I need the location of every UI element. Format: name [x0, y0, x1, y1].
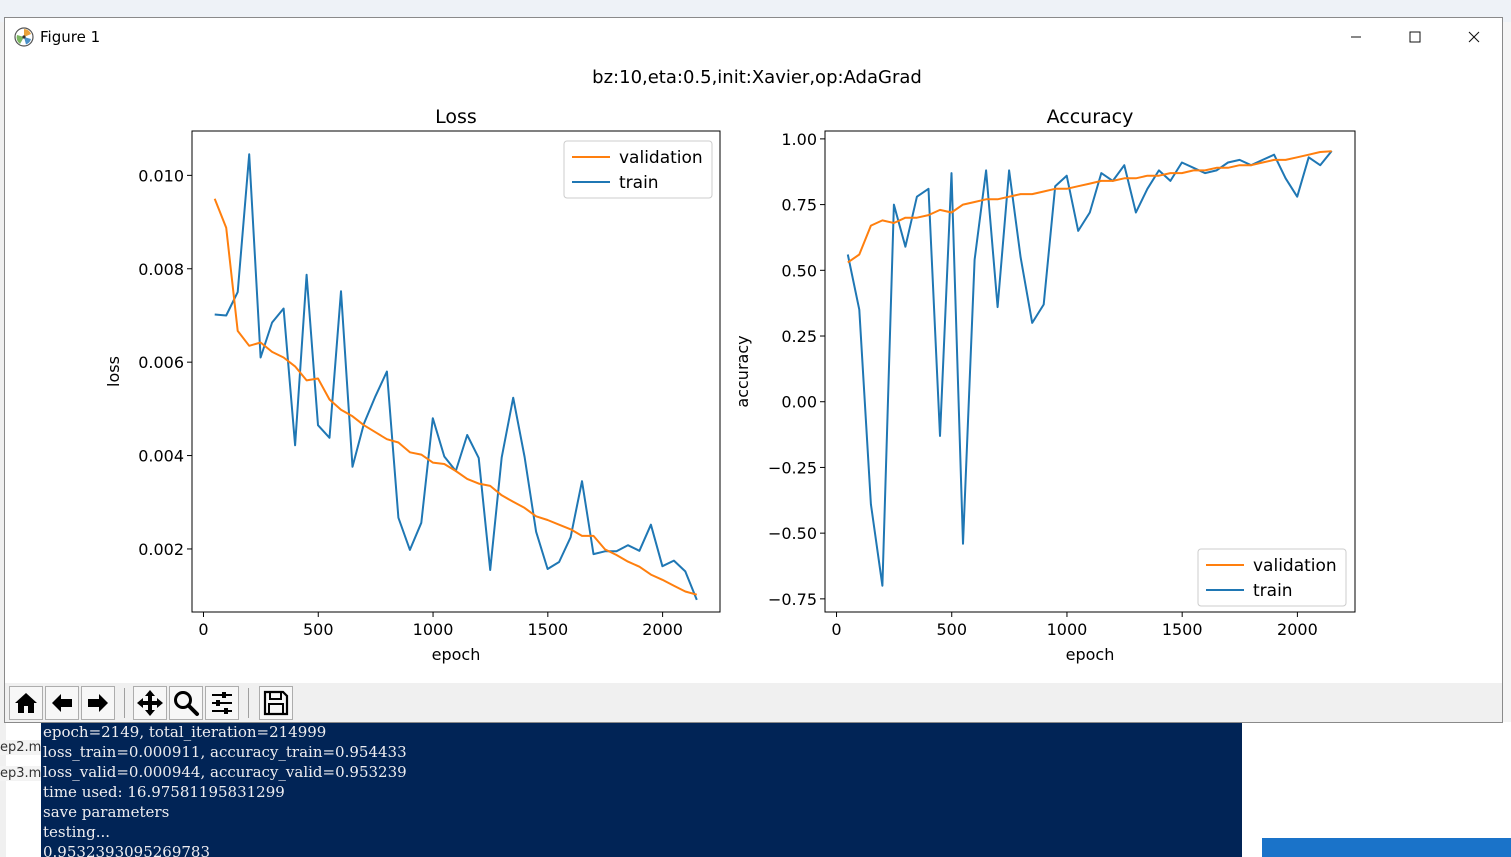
y-tick-label: 0.006: [138, 353, 184, 372]
x-tick-label: 500: [303, 620, 334, 639]
plot-frame: [191, 130, 721, 613]
legend: validation train: [1197, 548, 1347, 607]
y-axis-label: accuracy: [733, 335, 752, 407]
terminal-line: testing...: [43, 823, 110, 841]
zoom-icon: [174, 691, 199, 716]
pan-button[interactable]: [133, 686, 167, 720]
background-window-strip: [0, 0, 1511, 22]
series-line-validation: [847, 150, 1332, 264]
legend-box: [1197, 548, 1347, 607]
x-tick-label: 2000: [1277, 620, 1318, 639]
legend-label-train: train: [1253, 581, 1293, 601]
legend-label-validation: validation: [619, 148, 703, 168]
plot-frame: [824, 130, 1356, 613]
terminal-output: epoch=2149, total_iteration=214999 loss_…: [41, 722, 407, 857]
minimize-button[interactable]: [1327, 18, 1385, 56]
status-bar: [1262, 838, 1511, 857]
figure-svg: bz:10,eta:0.5,init:Xavier,op:AdaGrad Los…: [104, 67, 1356, 664]
subplot-loss: Loss 0 500 1000 1500 2000 0.002 0.004 0.006 0.008…: [104, 106, 721, 664]
series-line-validation: [213, 198, 698, 596]
x-tick-label: 1000: [413, 620, 454, 639]
y-tick-label: −0.75: [768, 590, 817, 609]
legend: validation train: [563, 140, 713, 199]
maximize-icon: [1409, 31, 1421, 43]
plot-title: Accuracy: [1047, 106, 1134, 128]
subplot-accuracy: Accuracy 0 500 1000 1500 2000 −0.75 −0.50 −0.25 0…: [733, 106, 1356, 664]
y-tick-label: 0.010: [138, 166, 184, 185]
figure-canvas[interactable]: bz:10,eta:0.5,init:Xavier,op:AdaGrad Los…: [5, 56, 1502, 683]
editor-file-tab[interactable]: ep3.m: [0, 766, 41, 781]
x-tick-label: 1500: [527, 620, 568, 639]
y-tick-label: 0.75: [781, 196, 817, 215]
background-editor-edge: [0, 22, 6, 857]
x-tick-label: 0: [831, 620, 841, 639]
terminal-panel[interactable]: epoch=2149, total_iteration=214999 loss_…: [41, 722, 1242, 857]
zoom-button[interactable]: [169, 686, 203, 720]
toolbar-separator: [248, 688, 249, 718]
save-button[interactable]: [259, 686, 293, 720]
terminal-line: loss_valid=0.000944, accuracy_valid=0.95…: [43, 763, 407, 781]
background-right-edge: [1503, 22, 1511, 857]
y-axis-label: loss: [104, 356, 123, 387]
back-button[interactable]: [45, 686, 79, 720]
home-icon: [15, 693, 37, 713]
figure-window: Figure 1 bz:10,eta:0.5,init:Xavier,op:Ad…: [4, 17, 1503, 723]
pan-icon: [137, 690, 163, 716]
x-axis-label: epoch: [1066, 645, 1115, 664]
editor-file-tab[interactable]: ep2.m: [0, 740, 41, 755]
x-axis-label: epoch: [432, 645, 481, 664]
x-tick-label: 1000: [1047, 620, 1088, 639]
terminal-line: 0.9532393095269783: [43, 843, 211, 857]
y-tick-label: 1.00: [781, 130, 817, 149]
y-tick-label: 0.008: [138, 260, 184, 279]
configure-subplots-button[interactable]: [205, 686, 239, 720]
y-tick-label: 0.00: [781, 393, 817, 412]
title-bar[interactable]: Figure 1: [5, 18, 1502, 56]
y-tick-label: −0.25: [768, 458, 817, 477]
back-arrow-icon: [52, 694, 72, 712]
x-tick-label: 2000: [642, 620, 683, 639]
forward-arrow-icon: [88, 694, 108, 712]
terminal-line: loss_train=0.000911, accuracy_train=0.95…: [43, 743, 407, 761]
forward-button[interactable]: [81, 686, 115, 720]
navigation-toolbar: [5, 683, 1502, 722]
matplotlib-app-icon: [14, 27, 34, 47]
toolbar-separator: [124, 688, 125, 718]
configure-subplots-icon: [212, 692, 232, 714]
minimize-icon: [1351, 36, 1361, 38]
home-button[interactable]: [9, 686, 43, 720]
y-tick-label: 0.50: [781, 261, 817, 280]
y-tick-label: 0.25: [781, 327, 817, 346]
background-right-panel: [1242, 722, 1511, 857]
y-tick-label: 0.002: [138, 540, 184, 559]
maximize-button[interactable]: [1386, 18, 1444, 56]
y-tick-label: 0.004: [138, 447, 184, 466]
legend-box: [563, 140, 713, 199]
legend-label-validation: validation: [1253, 556, 1337, 576]
x-tick-label: 1500: [1162, 620, 1203, 639]
window-title: Figure 1: [40, 28, 101, 46]
figure-suptitle: bz:10,eta:0.5,init:Xavier,op:AdaGrad: [592, 67, 922, 88]
save-icon: [263, 690, 289, 716]
close-icon: [1468, 31, 1480, 43]
x-tick-label: 500: [936, 620, 967, 639]
legend-label-train: train: [619, 173, 659, 193]
x-tick-label: 0: [198, 620, 208, 639]
close-button[interactable]: [1445, 18, 1503, 56]
terminal-line: save parameters: [43, 803, 170, 821]
y-tick-label: −0.50: [768, 524, 817, 543]
terminal-line: epoch=2149, total_iteration=214999: [43, 723, 327, 741]
plot-title: Loss: [435, 106, 477, 128]
terminal-line: time used: 16.97581195831299: [43, 783, 285, 801]
